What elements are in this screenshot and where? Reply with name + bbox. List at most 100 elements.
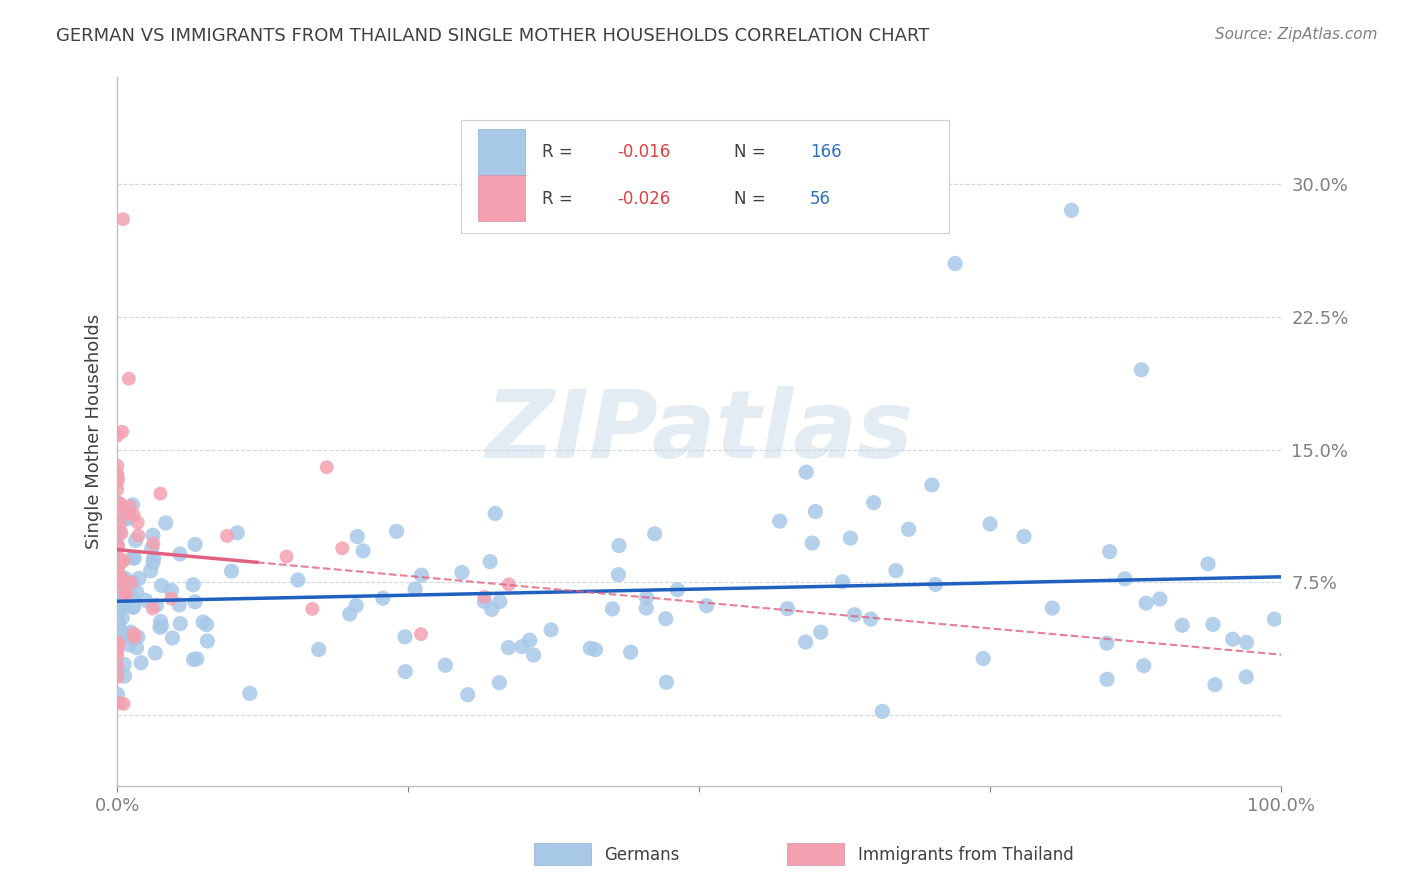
Point — [519, 633, 541, 648]
Point — [160, 583, 183, 598]
Point — [510, 640, 533, 654]
Point — [107, 529, 129, 543]
Point — [484, 507, 506, 521]
Point — [122, 551, 145, 566]
Point — [169, 547, 191, 561]
Point — [1095, 636, 1118, 650]
Point — [308, 642, 330, 657]
Point — [149, 620, 172, 634]
Point — [125, 533, 148, 548]
Point — [105, 428, 128, 442]
Point — [105, 670, 128, 684]
Point — [839, 531, 862, 545]
Point — [108, 579, 131, 593]
Point — [394, 665, 416, 679]
Point — [105, 575, 128, 590]
Point — [585, 642, 607, 657]
Point — [897, 522, 920, 536]
Point — [276, 549, 298, 564]
Point — [135, 593, 157, 607]
Point — [162, 631, 184, 645]
Point — [121, 498, 143, 512]
Point — [110, 526, 132, 541]
Point — [108, 696, 131, 710]
Point — [1222, 632, 1244, 647]
Point — [150, 578, 173, 592]
Point — [217, 529, 239, 543]
Point — [411, 568, 433, 582]
Point — [105, 483, 128, 497]
Point — [112, 657, 135, 672]
Point — [112, 697, 135, 711]
Point — [107, 618, 129, 632]
Point — [108, 574, 131, 589]
Point — [107, 496, 129, 510]
Point — [110, 556, 132, 570]
Point — [696, 599, 718, 613]
Point — [108, 626, 131, 640]
Point — [884, 564, 907, 578]
Point — [602, 602, 624, 616]
Point — [143, 646, 166, 660]
Point — [489, 594, 512, 608]
Point — [451, 566, 474, 580]
Point — [921, 478, 943, 492]
Point — [522, 648, 544, 662]
Point — [301, 602, 323, 616]
Point — [149, 615, 172, 629]
Point — [107, 570, 129, 584]
FancyBboxPatch shape — [478, 129, 524, 175]
Point — [141, 541, 163, 556]
Point — [108, 496, 131, 510]
Point — [105, 505, 128, 519]
Point — [481, 602, 503, 616]
Text: ZIPatlas: ZIPatlas — [485, 386, 912, 478]
Point — [1133, 658, 1156, 673]
Point — [776, 601, 799, 615]
Point — [139, 564, 162, 578]
Point — [111, 425, 134, 439]
Point — [118, 500, 141, 514]
Point — [1114, 572, 1136, 586]
Point — [862, 496, 884, 510]
Point — [794, 635, 817, 649]
Point — [150, 619, 173, 633]
Point — [352, 544, 374, 558]
Text: Source: ZipAtlas.com: Source: ZipAtlas.com — [1215, 27, 1378, 42]
Point — [108, 498, 131, 512]
Point — [122, 508, 145, 522]
Point — [498, 640, 520, 655]
Point — [105, 613, 128, 627]
Point — [105, 648, 128, 663]
Point — [457, 688, 479, 702]
Point — [122, 600, 145, 615]
Point — [859, 612, 882, 626]
Point — [409, 627, 432, 641]
Point — [167, 598, 190, 612]
Point — [125, 585, 148, 599]
Point — [110, 582, 132, 597]
Point — [120, 625, 142, 640]
Point — [801, 536, 824, 550]
Point — [371, 591, 394, 606]
Point — [107, 616, 129, 631]
Point — [108, 554, 131, 568]
Point — [105, 538, 128, 552]
Point — [110, 579, 132, 593]
Point — [346, 529, 368, 543]
Point — [129, 656, 152, 670]
Point — [498, 577, 520, 591]
Point — [655, 675, 678, 690]
Point — [831, 574, 853, 589]
Point — [107, 541, 129, 555]
Point — [607, 539, 630, 553]
Point — [181, 578, 204, 592]
Point — [472, 590, 495, 604]
Point — [107, 538, 129, 552]
Point — [118, 638, 141, 652]
Text: Immigrants from Thailand: Immigrants from Thailand — [858, 846, 1073, 863]
Point — [108, 594, 131, 608]
Point — [145, 599, 167, 613]
Point — [1040, 601, 1063, 615]
Point — [221, 564, 243, 578]
